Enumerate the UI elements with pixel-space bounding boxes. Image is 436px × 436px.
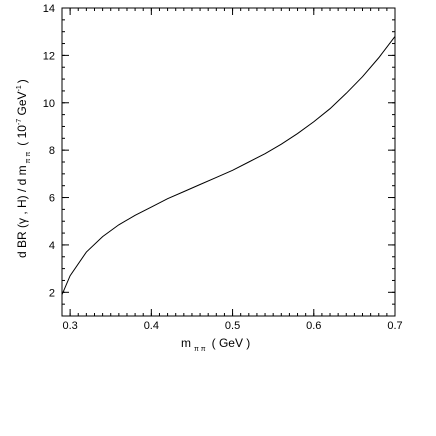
ticks <box>61 7 396 317</box>
x-tick-label: 0.4 <box>144 320 159 332</box>
x-tick-label: 0.5 <box>225 320 240 332</box>
y-axis-label-main: d BR (γ , H) / d m <box>15 165 29 258</box>
y-axis-label-unit-close: ) <box>15 79 29 83</box>
y-tick-label: 10 <box>43 98 55 110</box>
y-axis-label: d BR (γ , H) / d mπ π ( 10-7 GeV-1) <box>15 79 32 258</box>
x-tick-label: 0.6 <box>306 320 321 332</box>
x-tick-label: 0.7 <box>387 320 402 332</box>
y-tick-label: 6 <box>49 193 55 205</box>
x-axis-label-unit: ( GeV ) <box>212 336 251 350</box>
y-tick-label: 8 <box>49 145 55 157</box>
y-tick-label: 4 <box>49 240 55 252</box>
series-line <box>61 36 396 295</box>
y-axis-label-unit-exp: -7 <box>16 119 23 125</box>
y-axis-label-unit-open: ( 10 <box>15 125 29 146</box>
y-axis-label-unit-mid: GeV <box>15 91 29 118</box>
y-axis-label-unit-exp2: -1 <box>16 85 23 91</box>
x-tick-label: 0.3 <box>62 320 77 332</box>
y-tick-label: 2 <box>49 287 55 299</box>
tick-labels: 0.3 0.4 0.5 0.6 0.7 2 4 6 8 10 12 14 <box>43 3 403 332</box>
x-axis-label-main: m <box>181 336 191 350</box>
y-tick-label: 12 <box>43 50 55 62</box>
y-axis-label-sub: π π <box>25 152 32 164</box>
plot-frame <box>61 7 396 317</box>
x-axis-label-sub: π π <box>194 346 206 353</box>
y-tick-label: 14 <box>43 3 55 15</box>
